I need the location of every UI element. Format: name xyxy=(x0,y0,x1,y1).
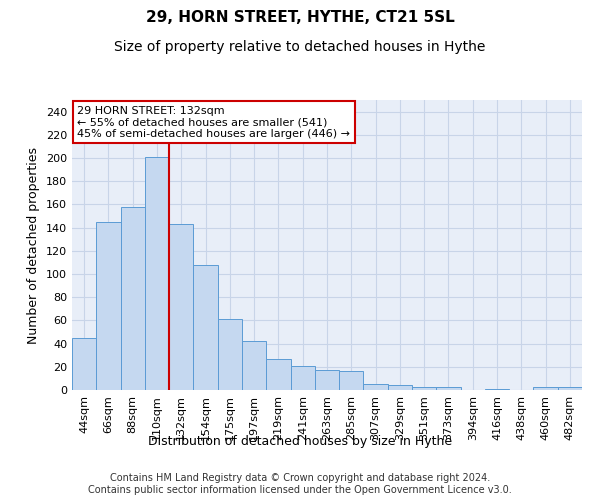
Y-axis label: Number of detached properties: Number of detached properties xyxy=(28,146,40,344)
Bar xyxy=(72,338,96,390)
Bar xyxy=(558,386,582,390)
Bar xyxy=(533,386,558,390)
Text: Size of property relative to detached houses in Hythe: Size of property relative to detached ho… xyxy=(115,40,485,54)
Bar xyxy=(339,372,364,390)
Bar xyxy=(121,206,145,390)
Bar xyxy=(412,386,436,390)
Bar xyxy=(485,389,509,390)
Bar xyxy=(145,157,169,390)
Bar xyxy=(364,384,388,390)
Text: 29, HORN STREET, HYTHE, CT21 5SL: 29, HORN STREET, HYTHE, CT21 5SL xyxy=(146,10,454,25)
Bar xyxy=(218,319,242,390)
Bar xyxy=(193,264,218,390)
Bar xyxy=(169,224,193,390)
Text: 29 HORN STREET: 132sqm
← 55% of detached houses are smaller (541)
45% of semi-de: 29 HORN STREET: 132sqm ← 55% of detached… xyxy=(77,106,350,139)
Bar xyxy=(315,370,339,390)
Bar xyxy=(290,366,315,390)
Bar xyxy=(96,222,121,390)
Bar xyxy=(388,386,412,390)
Text: Contains HM Land Registry data © Crown copyright and database right 2024.
Contai: Contains HM Land Registry data © Crown c… xyxy=(88,474,512,495)
Bar xyxy=(266,358,290,390)
Bar xyxy=(436,386,461,390)
Text: Distribution of detached houses by size in Hythe: Distribution of detached houses by size … xyxy=(148,435,452,448)
Bar xyxy=(242,342,266,390)
